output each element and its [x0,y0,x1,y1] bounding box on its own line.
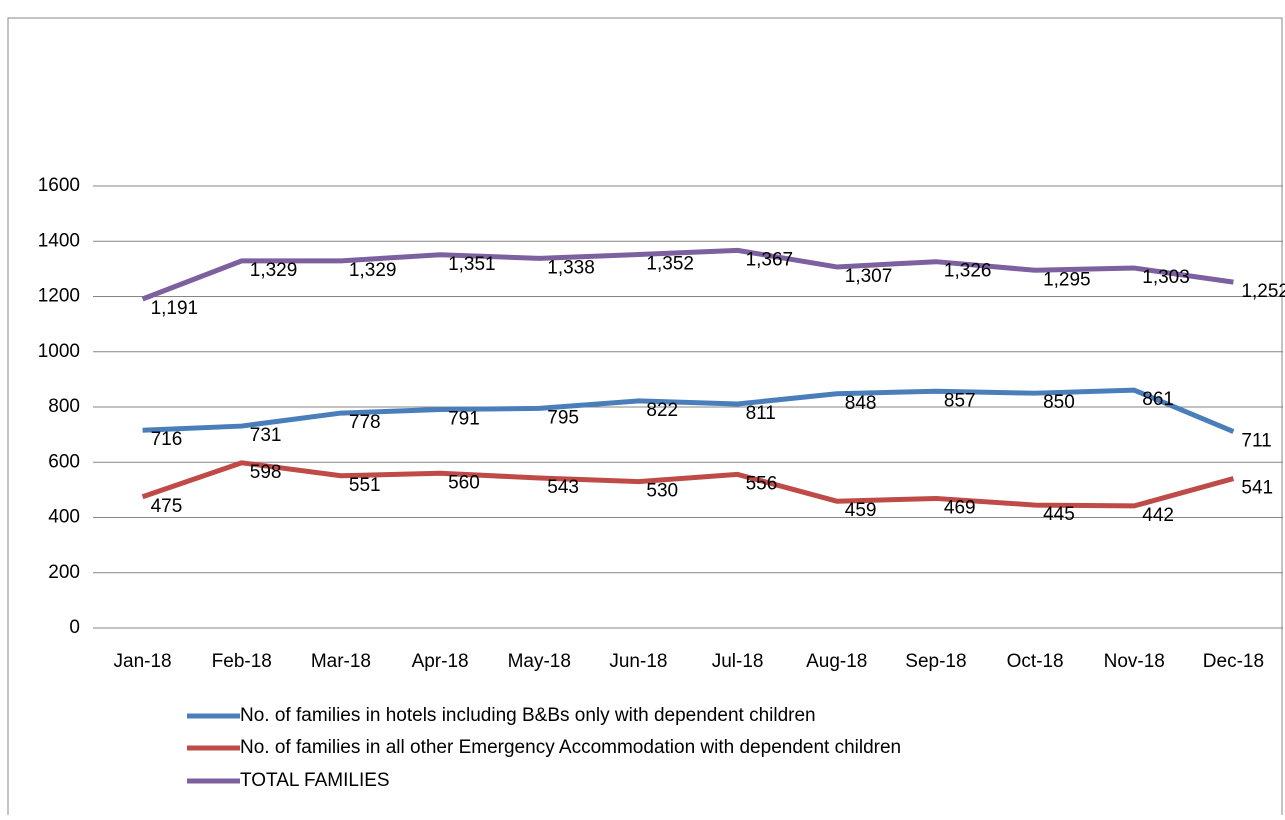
x-tick-label: Nov-18 [1104,651,1165,672]
y-tick-label: 1200 [38,286,80,307]
data-label: 795 [547,407,579,428]
x-tick-label: Oct-18 [1007,651,1064,672]
data-label: 556 [746,473,778,494]
x-tick-label: Dec-18 [1203,651,1264,672]
data-label: 1,303 [1142,267,1190,288]
data-label: 459 [845,500,877,521]
x-tick-label: Sep-18 [905,651,966,672]
data-label: 442 [1142,505,1174,526]
data-label: 1,367 [746,249,794,270]
data-label: 861 [1142,389,1174,410]
data-label: 716 [151,429,183,450]
data-label: 1,329 [250,260,298,281]
data-label: 598 [250,462,282,483]
y-tick-label: 200 [48,562,80,583]
x-tick-label: Jun-18 [609,651,667,672]
data-label: 850 [1043,392,1075,413]
chart-border [7,17,1283,819]
data-label: 551 [349,475,381,496]
y-tick-label: 1600 [38,175,80,196]
x-tick-label: Apr-18 [412,651,469,672]
series-line [142,387,1235,434]
data-label: 1,252 [1241,281,1285,302]
y-tick-label: 800 [48,396,80,417]
data-label: 857 [944,390,976,411]
data-label: 1,338 [547,257,595,278]
data-label: 1,352 [646,254,694,275]
data-label: 560 [448,472,480,493]
data-label: 1,329 [349,260,397,281]
series-line [141,460,1235,509]
x-tick-label: Jan-18 [114,651,172,672]
data-label: 1,351 [448,254,496,275]
y-tick-label: 1400 [38,230,80,251]
data-label: 1,307 [845,266,893,287]
legend-label: No. of families in all other Emergency A… [240,737,901,758]
legend-label: TOTAL FAMILIES [240,770,390,791]
x-tick-label: Jul-18 [712,651,764,672]
data-label: 445 [1043,504,1075,525]
data-label: 1,295 [1043,269,1091,290]
data-label: 811 [746,403,776,424]
x-tick-label: Feb-18 [212,651,272,672]
y-tick-label: 1000 [38,341,80,362]
data-label: 822 [646,400,678,421]
data-label: 475 [151,496,183,517]
data-label: 541 [1241,478,1273,499]
x-tick-label: Mar-18 [311,651,371,672]
data-label: 1,326 [944,261,992,282]
y-tick-label: 0 [69,617,80,638]
y-tick-label: 600 [48,451,80,472]
legend-label: No. of families in hotels including B&Bs… [240,705,816,726]
data-label: 530 [646,481,678,502]
data-label: 848 [845,393,877,414]
data-label: 469 [944,497,976,518]
x-tick-label: May-18 [508,651,571,672]
data-label: 791 [448,409,480,430]
series-line [141,247,1234,302]
y-tick-label: 400 [48,507,80,528]
data-label: 543 [547,477,579,498]
data-label: 778 [349,412,381,433]
data-label: 731 [250,425,282,446]
x-tick-label: Aug-18 [806,651,867,672]
data-label: 711 [1241,431,1271,452]
data-label: 1,191 [151,298,199,319]
